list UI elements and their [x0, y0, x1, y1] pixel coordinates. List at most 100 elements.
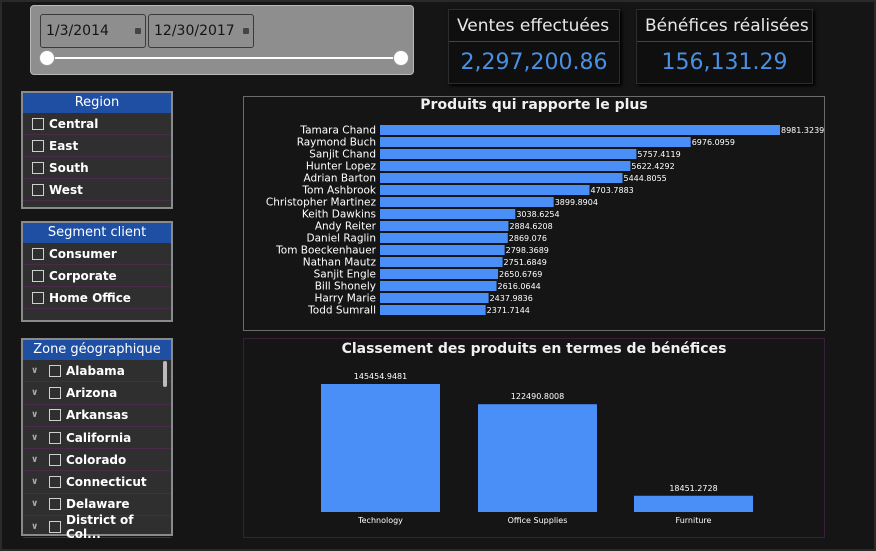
region-item-east[interactable]: East: [23, 135, 171, 157]
geo-item[interactable]: ∨ Connecticut: [23, 471, 171, 494]
chevron-down-icon[interactable]: ∨: [31, 387, 39, 398]
chevron-down-icon[interactable]: ∨: [31, 499, 39, 510]
calendar-icon[interactable]: [135, 28, 141, 34]
geo-item-label: California: [66, 430, 132, 445]
bar[interactable]: [380, 305, 486, 315]
checkbox[interactable]: [49, 520, 61, 533]
bar-value-label: 5757.4119: [637, 150, 680, 159]
chevron-down-icon[interactable]: ∨: [31, 410, 39, 421]
checkbox[interactable]: [49, 364, 61, 377]
bar-value-label: 8981.3239: [781, 126, 824, 135]
bar[interactable]: [380, 185, 590, 195]
checkbox[interactable]: [32, 247, 44, 260]
checkbox[interactable]: [32, 117, 44, 130]
bar[interactable]: [380, 281, 497, 291]
geo-item[interactable]: ∨ California: [23, 427, 171, 450]
region-item-south[interactable]: South: [23, 157, 171, 179]
category-profit-chart: Classement des produits en termes de bén…: [243, 338, 825, 538]
geo-slicer: Zone géographique ∨ Alabama ∨ Arizona ∨ Ark…: [21, 338, 173, 541]
column[interactable]: [478, 404, 597, 512]
date-slider-track[interactable]: [46, 57, 402, 59]
bar-value-label: 5444.8055: [623, 174, 666, 183]
bar[interactable]: [380, 269, 499, 279]
bar[interactable]: [380, 137, 691, 147]
profit-kpi-title: Bénéfices réalisées: [637, 10, 812, 42]
bar[interactable]: [380, 125, 780, 135]
bar[interactable]: [380, 257, 503, 267]
region-slicer: Region Central East South West: [21, 91, 173, 209]
date-slider-end-handle[interactable]: [393, 50, 409, 66]
column[interactable]: [321, 384, 440, 512]
column-value-label: 145454.9481: [354, 372, 407, 381]
bar[interactable]: [380, 293, 489, 303]
start-date-value: 1/3/2014: [46, 23, 109, 39]
checkbox[interactable]: [32, 183, 44, 196]
geo-item-label: District of Col...: [66, 512, 134, 541]
region-item-west[interactable]: West: [23, 179, 171, 201]
bar-category-label: Nathan Mautz: [303, 257, 377, 269]
bar[interactable]: [380, 173, 623, 183]
geo-item[interactable]: ∨ Delaware: [23, 494, 171, 517]
checkbox[interactable]: [49, 498, 61, 511]
checkbox[interactable]: [49, 453, 61, 466]
bar-category-label: Daniel Raglin: [307, 233, 376, 245]
profit-kpi-card: Bénéfices réalisées 156,131.29: [636, 9, 813, 84]
checkbox[interactable]: [49, 386, 61, 399]
segment-item-corporate[interactable]: Corporate: [23, 265, 171, 287]
checkbox[interactable]: [32, 161, 44, 174]
bar[interactable]: [380, 209, 516, 219]
column-value-label: 122490.8008: [511, 392, 564, 401]
bar-value-label: 4703.7883: [590, 186, 633, 195]
top-customers-chart: Produits qui rapporte le plus Tamara Cha…: [243, 96, 825, 331]
segment-item-label: Corporate: [49, 268, 117, 283]
checkbox[interactable]: [49, 476, 61, 489]
bar[interactable]: [380, 245, 505, 255]
region-item-label: Central: [49, 116, 99, 131]
segment-slicer: Segment client Consumer Corporate Home O…: [21, 221, 173, 322]
bar-value-label: 2437.9836: [490, 294, 533, 303]
chevron-down-icon[interactable]: ∨: [31, 365, 39, 376]
region-slicer-title: Region: [23, 93, 171, 113]
geo-item[interactable]: ∨ Arizona: [23, 382, 171, 405]
geo-slicer-scrollbar[interactable]: [163, 361, 167, 387]
checkbox[interactable]: [49, 409, 61, 422]
region-item-label: West: [49, 182, 83, 197]
segment-item-home-office[interactable]: Home Office: [23, 287, 171, 309]
geo-item-label: Connecticut: [66, 475, 147, 490]
segment-item-label: Home Office: [49, 290, 131, 305]
geo-item[interactable]: ∨ District of Col...: [23, 512, 171, 541]
calendar-icon[interactable]: [243, 28, 249, 34]
geo-item[interactable]: ∨ Alabama: [23, 360, 171, 383]
bar[interactable]: [380, 233, 508, 243]
end-date-field[interactable]: 12/30/2017: [148, 14, 254, 48]
bar[interactable]: [380, 197, 554, 207]
geo-item[interactable]: ∨ Colorado: [23, 449, 171, 472]
checkbox[interactable]: [32, 291, 44, 304]
chevron-down-icon[interactable]: ∨: [31, 454, 39, 465]
bar-category-label: Christopher Martinez: [266, 197, 377, 209]
segment-item-label: Consumer: [49, 246, 117, 261]
sales-kpi-value: 2,297,200.86: [460, 50, 608, 75]
column-category-label: Furniture: [676, 516, 712, 525]
segment-slicer-title: Segment client: [23, 223, 171, 243]
bar-category-label: Keith Dawkins: [302, 209, 376, 221]
geo-item-label: Colorado: [66, 452, 127, 467]
bar[interactable]: [380, 161, 631, 171]
date-range-slicer[interactable]: 1/3/2014 12/30/2017: [30, 5, 414, 75]
checkbox[interactable]: [32, 139, 44, 152]
chevron-down-icon[interactable]: ∨: [31, 432, 39, 443]
bar[interactable]: [380, 221, 509, 231]
chevron-down-icon[interactable]: ∨: [31, 521, 39, 532]
start-date-field[interactable]: 1/3/2014: [40, 14, 146, 48]
segment-item-consumer[interactable]: Consumer: [23, 243, 171, 265]
column-category-label: Office Supplies: [508, 516, 568, 525]
date-slider-start-handle[interactable]: [39, 50, 55, 66]
chevron-down-icon[interactable]: ∨: [31, 477, 39, 488]
checkbox[interactable]: [49, 431, 61, 444]
column[interactable]: [634, 495, 753, 512]
checkbox[interactable]: [32, 269, 44, 282]
geo-item-label: Alabama: [66, 363, 125, 378]
bar[interactable]: [380, 149, 637, 159]
geo-item[interactable]: ∨ Arkansas: [23, 405, 171, 427]
region-item-central[interactable]: Central: [23, 113, 171, 135]
